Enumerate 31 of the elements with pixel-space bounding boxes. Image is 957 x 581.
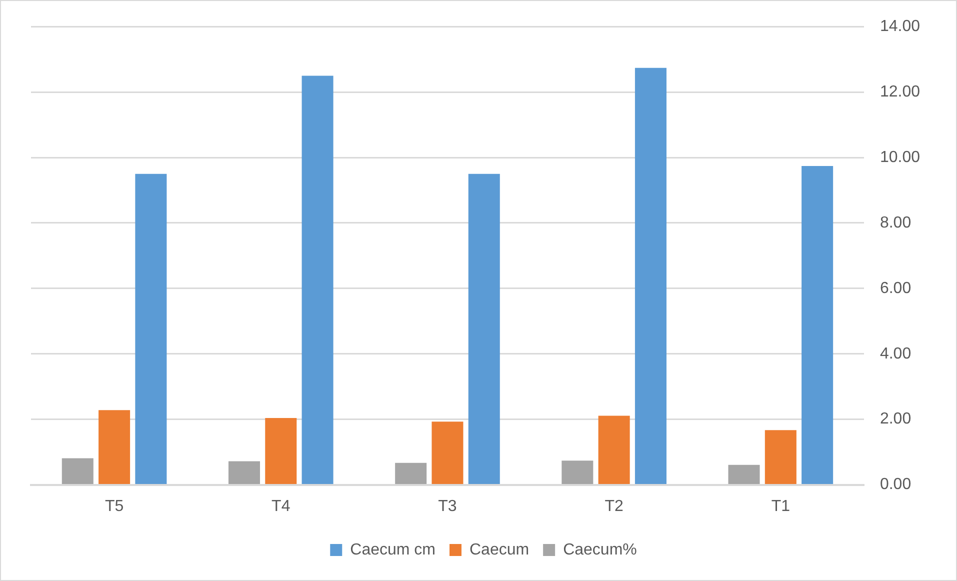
bar: [302, 76, 334, 484]
x-tick-label: T3: [438, 498, 457, 515]
bar: [562, 460, 594, 484]
bar: [468, 174, 500, 484]
legend-label: Caecum: [469, 541, 530, 558]
y-tick-label: 14.00: [880, 18, 920, 36]
y-tick-label: 12.00: [880, 83, 920, 100]
legend-label: Caecum%: [563, 541, 637, 558]
bar: [802, 166, 834, 484]
bar: [395, 462, 427, 484]
bar: [265, 418, 297, 484]
y-tick-label: 10.00: [880, 148, 920, 166]
x-tick-label: T4: [272, 498, 290, 515]
bar: [62, 458, 94, 484]
x-tick-label: T5: [104, 498, 124, 515]
y-tick-label: 6.00: [880, 280, 912, 297]
bar: [228, 461, 260, 484]
bar: [598, 416, 630, 484]
bar: [634, 68, 666, 484]
y-tick-label: 4.00: [880, 345, 912, 362]
y-tick-label: 2.00: [880, 410, 912, 428]
bar: [135, 174, 167, 484]
bar: [432, 422, 464, 484]
legend-label: Caecum cm: [350, 541, 436, 558]
y-tick-label: 8.00: [880, 214, 912, 232]
bar: [764, 430, 796, 484]
y-tick-label: 0.00: [880, 476, 912, 494]
x-tick-label: T1: [771, 498, 790, 515]
x-tick-label: T2: [604, 498, 624, 515]
bar: [728, 464, 760, 484]
bar: [98, 410, 130, 484]
